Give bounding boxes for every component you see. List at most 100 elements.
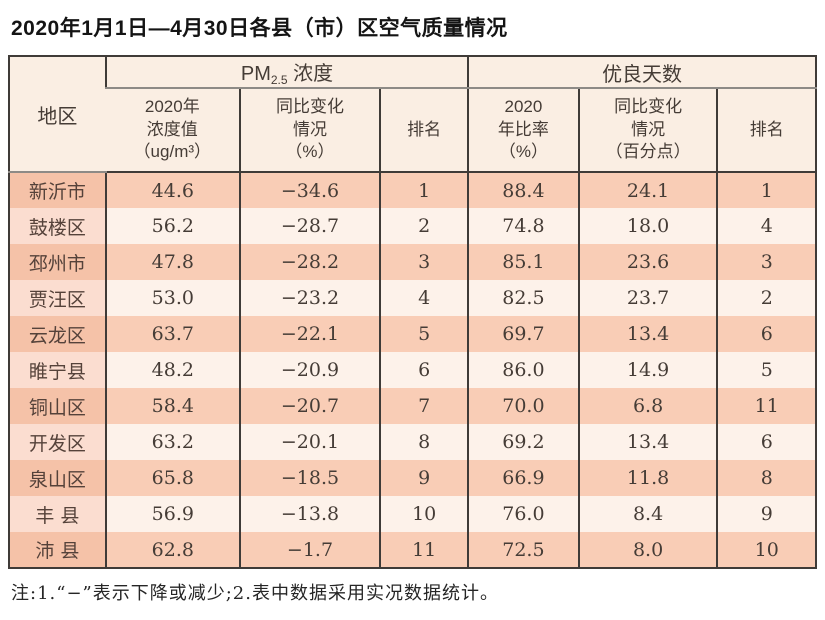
good-change-cell: 18.0 [577,208,718,244]
good-rank-cell: 8 [716,460,816,496]
table-row: 邳州市 47.8 −28.2 3 85.1 23.6 3 [9,244,816,280]
pm-value-cell: 62.8 [104,532,240,568]
pm-value-cell: 53.0 [104,280,240,316]
pm-rank-cell: 7 [379,388,469,424]
good-change-cell: 24.1 [577,172,718,208]
good-ratio-cell: 70.0 [467,388,579,424]
table-row: 鼓楼区 56.2 −28.7 2 74.8 18.0 4 [9,208,816,244]
good-ratio-cell: 82.5 [467,280,579,316]
region-cell: 睢宁县 [9,352,106,388]
good-rank-cell: 5 [716,352,816,388]
table-header: 地区 PM2.5 浓度 优良天数 2020年 浓度值 （ug/m³） 同比变化 … [9,56,816,173]
good-change-cell: 13.4 [577,316,718,352]
table-row: 铜山区 58.4 −20.7 7 70.0 6.8 11 [9,388,816,424]
pm-change-cell: −23.2 [238,280,381,316]
col-header-good-ratio: 2020 年比率 （%） [467,88,579,173]
region-cell: 新沂市 [9,172,106,208]
good-ratio-cell: 76.0 [467,496,579,532]
table-body: 新沂市 44.6 −34.6 1 88.4 24.1 1 鼓楼区 56.2 −28.7 2 74.8 1… [9,172,816,568]
pm-change-cell: −20.1 [238,424,381,460]
pm-change-cell: −20.7 [238,388,381,424]
pm-rank-cell: 10 [379,496,469,532]
pm-value-cell: 58.4 [104,388,240,424]
good-rank-cell: 1 [716,172,816,208]
region-cell: 铜山区 [9,388,106,424]
good-rank-cell: 6 [716,316,816,352]
good-ratio-cell: 69.7 [467,316,579,352]
good-rank-cell: 2 [716,280,816,316]
pm-rank-cell: 9 [379,460,469,496]
col-group-pm25: PM2.5 浓度 [104,56,469,89]
region-cell: 邳州市 [9,244,106,280]
good-ratio-cell: 74.8 [467,208,579,244]
pm-rank-cell: 5 [379,316,469,352]
pm-change-cell: −22.1 [238,316,381,352]
pm-rank-cell: 3 [379,244,469,280]
good-change-cell: 8.4 [577,496,718,532]
pm-rank-cell: 8 [379,424,469,460]
good-ratio-cell: 66.9 [467,460,579,496]
pm-value-cell: 56.2 [104,208,240,244]
footnote: 注:1.“−”表示下降或减少;2.表中数据采用实况数据统计。 [11,583,499,604]
pm-value-cell: 47.8 [104,244,240,280]
pm-value-cell: 48.2 [104,352,240,388]
good-rank-cell: 4 [716,208,816,244]
good-ratio-cell: 86.0 [467,352,579,388]
region-cell: 泉山区 [9,460,106,496]
col-header-region: 地区 [9,56,106,173]
good-change-cell: 11.8 [577,460,718,496]
col-header-good-rank: 排名 [716,88,816,173]
pm-rank-cell: 4 [379,280,469,316]
pm-rank-cell: 2 [379,208,469,244]
region-cell: 开发区 [9,424,106,460]
table-row: 云龙区 63.7 −22.1 5 69.7 13.4 6 [9,316,816,352]
good-rank-cell: 11 [716,388,816,424]
region-cell: 丰 县 [9,496,106,532]
table-row: 沛 县 62.8 −1.7 11 72.5 8.0 10 [9,532,816,568]
pm-change-cell: −28.7 [238,208,381,244]
pm-value-cell: 44.6 [104,172,240,208]
table-row: 丰 县 56.9 −13.8 10 76.0 8.4 9 [9,496,816,532]
good-rank-cell: 10 [716,532,816,568]
pm-value-cell: 63.2 [104,424,240,460]
col-header-good-change: 同比变化 情况 （百分点） [577,88,718,173]
good-change-cell: 14.9 [577,352,718,388]
pm-change-cell: −1.7 [238,532,381,568]
col-header-pm-rank: 排名 [379,88,469,173]
good-ratio-cell: 72.5 [467,532,579,568]
region-cell: 云龙区 [9,316,106,352]
table-row: 开发区 63.2 −20.1 8 69.2 13.4 6 [9,424,816,460]
pm25-label: PM2.5 浓度 [240,63,334,87]
air-quality-table: 地区 PM2.5 浓度 优良天数 2020年 浓度值 （ug/m³） 同比变化 … [8,55,817,569]
region-cell: 鼓楼区 [9,208,106,244]
good-change-cell: 6.8 [577,388,718,424]
header-group-row: 地区 PM2.5 浓度 优良天数 [9,56,816,173]
good-rank-cell: 6 [716,424,816,460]
pm-value-cell: 56.9 [104,496,240,532]
table-row: 新沂市 44.6 −34.6 1 88.4 24.1 1 [9,172,816,208]
pm-rank-cell: 6 [379,352,469,388]
pm-change-cell: −28.2 [238,244,381,280]
table-title: 2020年1月1日—4月30日各县（市）区空气质量情况 [11,17,508,40]
good-change-cell: 23.7 [577,280,718,316]
pm-value-cell: 63.7 [104,316,240,352]
good-change-cell: 13.4 [577,424,718,460]
header-sub-row: 2020年 浓度值 （ug/m³） 同比变化 情况 （%） 排名 2020 年比… [9,88,816,173]
good-ratio-cell: 69.2 [467,424,579,460]
good-ratio-cell: 88.4 [467,172,579,208]
table-row: 贾汪区 53.0 −23.2 4 82.5 23.7 2 [9,280,816,316]
good-change-cell: 23.6 [577,244,718,280]
region-cell: 沛 县 [9,532,106,568]
pm-change-cell: −18.5 [238,460,381,496]
good-ratio-cell: 85.1 [467,244,579,280]
pm-rank-cell: 1 [379,172,469,208]
col-header-pm-change: 同比变化 情况 （%） [238,88,381,173]
pm-change-cell: −20.9 [238,352,381,388]
pm-value-cell: 65.8 [104,460,240,496]
pm-change-cell: −13.8 [238,496,381,532]
good-rank-cell: 9 [716,496,816,532]
col-group-good-days: 优良天数 [467,56,816,89]
good-rank-cell: 3 [716,244,816,280]
col-header-pm-value: 2020年 浓度值 （ug/m³） [105,88,240,173]
page: 2020年1月1日—4月30日各县（市）区空气质量情况 地区 PM2.5 浓度 … [8,17,817,604]
